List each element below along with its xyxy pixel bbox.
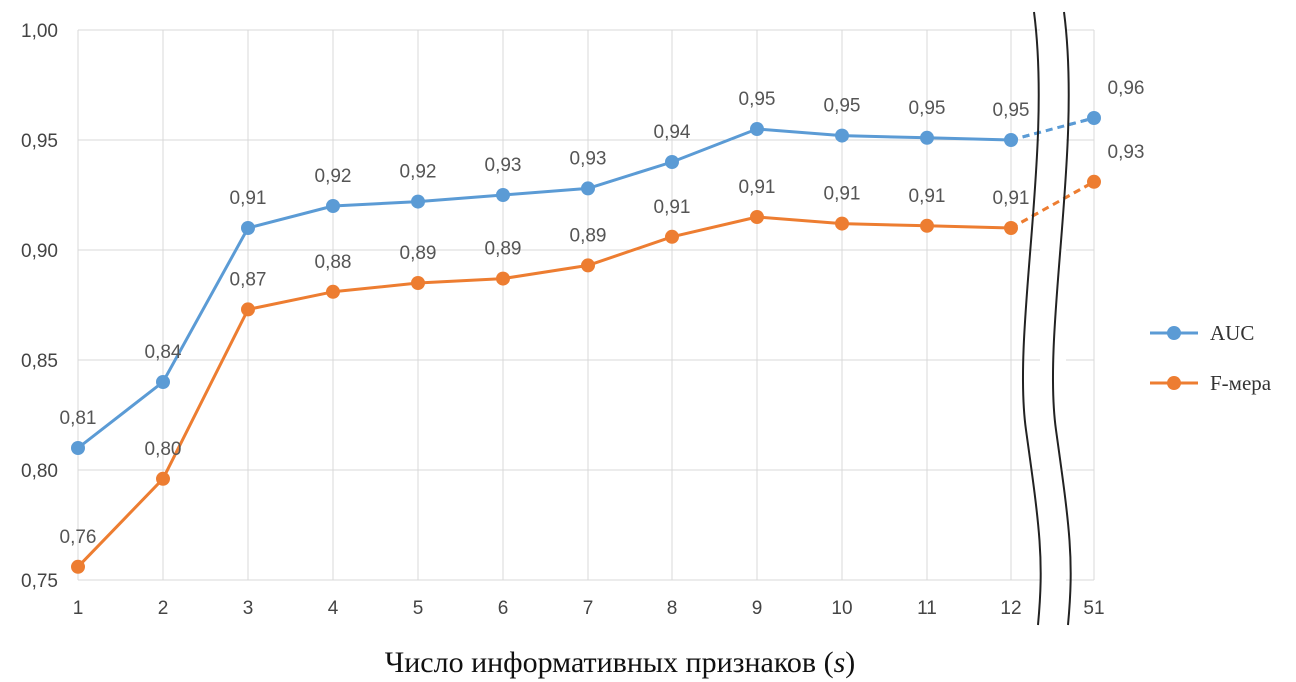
data-label: 0,95 — [739, 89, 776, 110]
x-axis-title: Число информативных признаков (s) — [385, 646, 856, 679]
data-point — [750, 210, 764, 224]
series-break-segment — [1010, 116, 1095, 142]
x-tick-label: 12 — [1000, 598, 1021, 619]
x-tick-label: 2 — [158, 598, 169, 619]
axis-break — [1010, 8, 1095, 628]
data-point — [496, 188, 510, 202]
data-point — [156, 375, 170, 389]
x-tick-label: 7 — [583, 598, 594, 619]
data-label: 0,93 — [570, 148, 607, 169]
data-point — [835, 128, 849, 143]
break-gap — [1040, 8, 1066, 628]
legend-item: AUC — [1150, 321, 1254, 345]
data-point — [326, 284, 340, 299]
data-label: 0,95 — [824, 96, 861, 117]
series-f-measure: 0,76 0,80 0,87 0,88 0,89 0,89 0,89 0,91 0,91 0,91… — [60, 142, 1145, 574]
series-auc: 0,81 0,84 0,91 0,92 0,92 0,93 0,93 0,94 0,95 0,95… — [60, 78, 1145, 455]
data-label: 0,80 — [145, 439, 182, 460]
series-break-segment — [1010, 180, 1095, 230]
data-point — [665, 229, 679, 244]
data-label: 0,95 — [909, 98, 946, 119]
data-point — [581, 181, 595, 196]
x-tick-label: 8 — [667, 598, 678, 619]
data-label: 0,91 — [824, 184, 861, 205]
series-layer: 0,81 0,84 0,91 0,92 0,92 0,93 0,93 0,94 0,95 0,95… — [60, 78, 1145, 574]
data-point — [411, 194, 425, 209]
data-label: 0,96 — [1108, 78, 1145, 99]
y-tick-label: 0,80 — [21, 461, 58, 482]
legend-swatch-marker — [1167, 376, 1181, 390]
legend-label: F-мера — [1210, 371, 1272, 395]
data-point — [71, 441, 85, 455]
data-point — [411, 276, 425, 290]
data-point — [920, 130, 934, 145]
data-point — [496, 271, 510, 286]
data-label: 0,91 — [993, 188, 1030, 209]
legend-item: F-мера — [1150, 371, 1272, 395]
data-label: 0,89 — [400, 243, 437, 264]
data-point — [156, 471, 170, 486]
data-label: 0,89 — [570, 225, 607, 246]
data-point — [835, 216, 849, 231]
data-label: 0,92 — [400, 162, 437, 183]
data-point — [241, 302, 255, 317]
break-line-right — [1051, 11, 1072, 626]
x-tick-label: 4 — [328, 598, 339, 619]
data-point — [581, 258, 595, 273]
data-label: 0,81 — [60, 408, 97, 429]
data-label: 0,91 — [739, 177, 776, 198]
data-label: 0,91 — [654, 197, 691, 218]
data-point — [920, 218, 934, 233]
data-label: 0,91 — [909, 186, 946, 207]
x-tick-label: 9 — [752, 598, 763, 619]
x-tick-label: 11 — [917, 598, 937, 619]
data-label: 0,94 — [654, 122, 691, 143]
legend-swatch-marker — [1167, 326, 1181, 340]
data-label: 0,87 — [230, 269, 267, 290]
x-tick-label: 10 — [831, 598, 852, 619]
series-line — [77, 127, 1012, 450]
data-label: 0,84 — [145, 342, 182, 363]
x-tick-label: 5 — [413, 598, 424, 619]
x-tick-label: 1 — [73, 598, 84, 619]
data-point — [71, 559, 85, 574]
data-point — [665, 155, 679, 169]
y-axis-ticks: 1,00 0,95 0,90 0,85 0,80 0,75 — [21, 21, 58, 592]
x-tick-label: 6 — [498, 598, 509, 619]
legend: AUC F-мера — [1150, 321, 1272, 395]
data-label: 0,88 — [315, 252, 352, 273]
legend-label: AUC — [1210, 321, 1254, 345]
y-tick-label: 0,90 — [21, 241, 58, 262]
series-line — [76, 215, 1012, 568]
y-tick-label: 1,00 — [21, 21, 58, 42]
x-tick-label: 51 — [1083, 598, 1104, 619]
data-point — [750, 122, 764, 136]
data-label: 0,93 — [485, 155, 522, 176]
break-line-left — [1021, 11, 1042, 626]
data-label: 0,89 — [485, 239, 522, 260]
data-label: 0,91 — [230, 188, 267, 209]
data-label: 0,76 — [60, 527, 97, 548]
x-axis-ticks: 1 2 3 4 5 6 7 8 9 10 11 12 51 — [73, 598, 1105, 619]
data-point — [326, 199, 340, 213]
data-point — [241, 221, 255, 235]
data-label: 0,95 — [993, 100, 1030, 121]
grid-lines — [77, 29, 1095, 581]
data-label: 0,92 — [315, 166, 352, 187]
data-label: 0,93 — [1108, 142, 1145, 163]
y-tick-label: 0,75 — [21, 571, 58, 592]
y-tick-label: 0,85 — [21, 351, 58, 372]
x-tick-label: 3 — [243, 598, 254, 619]
y-tick-label: 0,95 — [21, 131, 58, 152]
